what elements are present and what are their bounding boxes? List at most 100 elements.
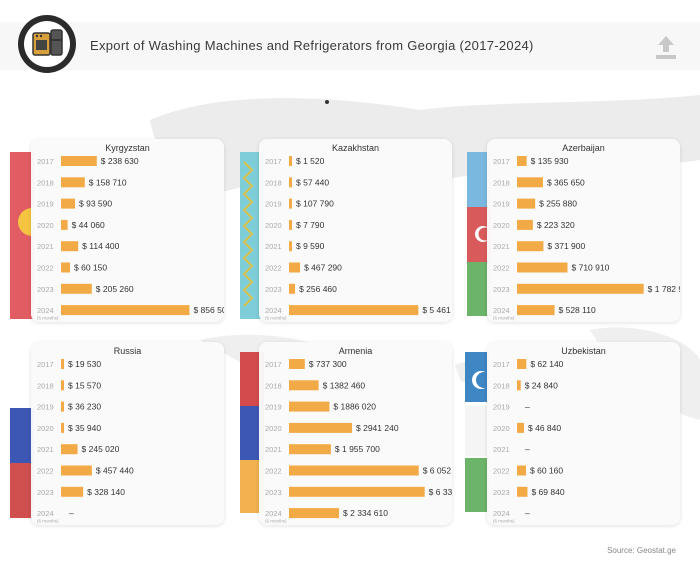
- card-kyrgyzstan: Kyrgyzstan 2017 $ 238 630 2018 $ 158 710 201…: [31, 139, 224, 322]
- country-name: Kyrgyzstan: [105, 143, 150, 153]
- value-label: $ 223 320: [537, 220, 575, 230]
- year-label: 2022: [37, 467, 54, 476]
- bar: [61, 465, 92, 476]
- bar: [61, 177, 85, 188]
- value-label: $ 24 840: [525, 380, 558, 390]
- value-label: $ 2 334 610: [343, 508, 388, 518]
- value-label: $ 238 630: [101, 156, 139, 166]
- bar: [289, 262, 301, 273]
- year-label: 2017: [265, 157, 282, 166]
- appliances-icon: [32, 29, 63, 56]
- year-label: 2018: [493, 178, 510, 187]
- year-note: (6 months): [37, 316, 59, 321]
- year-label: 2020: [37, 424, 54, 433]
- value-label: $ 36 230: [68, 402, 101, 412]
- uzbekistan-bar-chart: 2017 $ 62 140 2018 $ 24 840 2019 – 2020 $ 46 84…: [493, 359, 565, 524]
- bar: [61, 156, 97, 166]
- bar: [61, 283, 92, 294]
- value-label: $ 44 060: [72, 220, 105, 230]
- bar: [517, 241, 544, 252]
- year-label: 2018: [37, 178, 54, 187]
- armenia-bar-chart: 2017 $ 737 300 2018 $ 1382 460 2019 $ 1886 02…: [265, 359, 452, 524]
- year-label: 2019: [493, 403, 510, 412]
- year-label: 2022: [493, 467, 510, 476]
- year-label: 2022: [37, 264, 54, 273]
- bar: [289, 198, 292, 209]
- bar: [289, 241, 292, 252]
- value-label: $ 2941 240: [356, 423, 399, 433]
- year-label: 2019: [265, 200, 282, 209]
- bar: [289, 156, 292, 166]
- year-label: 2017: [265, 360, 282, 369]
- year-label: 2018: [265, 381, 282, 390]
- year-label: 2023: [493, 488, 510, 497]
- country-name: Russia: [113, 346, 142, 356]
- bar: [61, 486, 84, 497]
- year-label: 2017: [37, 157, 54, 166]
- value-label: $ 5 461 140: [422, 305, 452, 315]
- year-label: 2024: [37, 509, 54, 518]
- value-label: $ 69 840: [531, 487, 564, 497]
- value-label: $ 205 260: [96, 284, 134, 294]
- year-note: (6 months): [493, 316, 515, 321]
- value-label: $ 60 160: [530, 466, 563, 476]
- bar: [289, 422, 353, 433]
- year-label: 2022: [265, 264, 282, 273]
- kazakhstan-bar-chart: 2017 $ 1 520 2018 $ 57 440 2019 $ 107 790 2020…: [265, 156, 452, 321]
- year-label: 2019: [37, 200, 54, 209]
- bar: [289, 444, 331, 455]
- value-label: $ 158 710: [89, 177, 127, 187]
- year-label: 2019: [493, 200, 510, 209]
- bar: [289, 283, 296, 294]
- russia-bar-chart: 2017 $ 19 530 2018 $ 15 570 2019 $ 36 230 2020…: [37, 359, 134, 524]
- year-label: 2022: [265, 467, 282, 476]
- value-label: $ 1 782 960: [648, 284, 680, 294]
- year-label: 2020: [265, 424, 282, 433]
- card-kazakhstan: Kazakhstan 2017 $ 1 520 2018 $ 57 440 2019 $ …: [259, 139, 452, 322]
- value-label: $ 1886 020: [333, 402, 376, 412]
- bar: [517, 219, 533, 230]
- value-label: $ 7 790: [296, 220, 325, 230]
- bar: [517, 198, 536, 209]
- bar: [61, 359, 64, 369]
- country-name: Uzbekistan: [561, 346, 606, 356]
- year-label: 2023: [493, 285, 510, 294]
- bar: [517, 486, 528, 497]
- year-label: 2019: [265, 403, 282, 412]
- year-label: 2018: [265, 178, 282, 187]
- value-label: $ 856 500: [193, 305, 224, 315]
- bar: [289, 380, 319, 391]
- value-label: $ 107 790: [296, 199, 334, 209]
- value-label: $ 57 440: [296, 177, 329, 187]
- bar: [289, 305, 419, 316]
- bar: [517, 177, 543, 188]
- russia-flag: [10, 408, 34, 518]
- azerbaijan-bar-chart: 2017 $ 135 930 2018 $ 365 650 2019 $ 255 880 2…: [493, 156, 680, 321]
- year-note: (6 months): [493, 519, 515, 524]
- year-label: 2017: [37, 360, 54, 369]
- value-label: $ 467 290: [304, 263, 342, 273]
- card-uzbekistan: Uzbekistan 2017 $ 62 140 2018 $ 24 840 2019 –…: [487, 342, 680, 525]
- bar: [289, 401, 330, 412]
- value-label: $ 255 880: [539, 199, 577, 209]
- value-label: –: [525, 402, 530, 412]
- upload-icon[interactable]: [651, 32, 681, 62]
- bar: [61, 305, 190, 316]
- year-label: 2020: [493, 221, 510, 230]
- value-label: $ 62 140: [530, 359, 563, 369]
- year-label: 2017: [493, 157, 510, 166]
- year-label: 2021: [265, 242, 282, 251]
- year-label: 2019: [37, 403, 54, 412]
- bar: [289, 465, 419, 476]
- value-label: $ 457 440: [96, 466, 134, 476]
- bar: [61, 241, 79, 252]
- bar: [61, 401, 64, 412]
- value-label: $ 1 955 700: [335, 444, 380, 454]
- value-label: $ 245 020: [82, 444, 120, 454]
- logo-badge: [18, 15, 76, 73]
- year-label: 2022: [493, 264, 510, 273]
- card-russia: Russia 2017 $ 19 530 2018 $ 15 570 2019 $ 36 …: [31, 342, 224, 525]
- page-title: Export of Washing Machines and Refrigera…: [90, 38, 534, 53]
- card-azerbaijan: Azerbaijan 2017 $ 135 930 2018 $ 365 650 201…: [487, 139, 680, 322]
- value-label: $ 114 400: [82, 241, 119, 251]
